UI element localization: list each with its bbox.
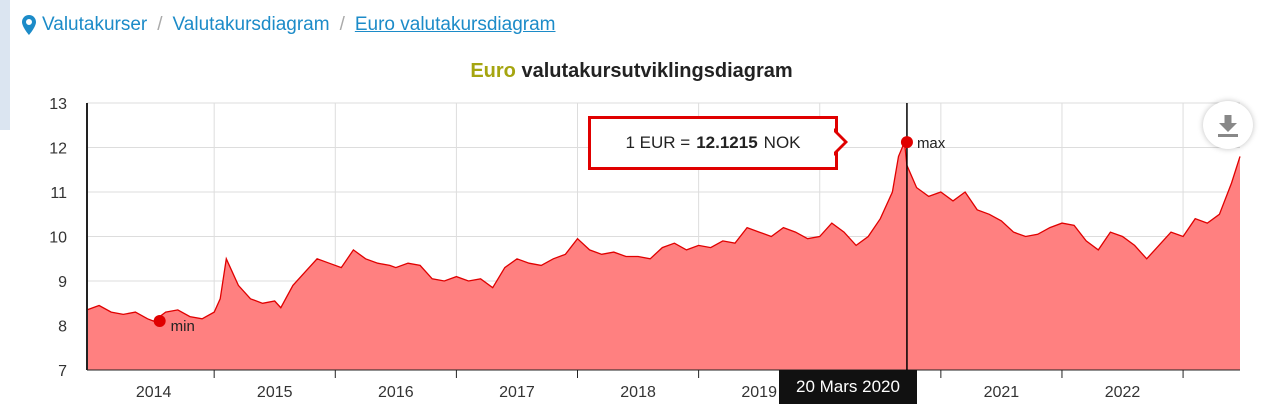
x-tick-label: 2022	[1105, 384, 1141, 401]
chart-title-text: valutakursutviklingsdiagram	[521, 60, 793, 82]
location-pin-icon	[22, 15, 36, 35]
x-tick-label: 2015	[257, 384, 293, 401]
tooltip-arrow-inner	[834, 132, 844, 152]
breadcrumb-separator: /	[157, 14, 163, 35]
x-tick-label: 2017	[499, 384, 535, 401]
series-line	[86, 141, 1241, 322]
max-marker	[900, 136, 913, 149]
y-tick-label: 8	[58, 319, 67, 336]
min-label: min	[171, 318, 195, 335]
x-tick-label: 2016	[378, 384, 414, 401]
y-tick-label: 13	[49, 96, 67, 113]
crosshair-date-label: 20 Mars 2020	[779, 370, 917, 404]
page-background-strip	[0, 0, 10, 130]
value-tooltip: 1 EUR = 12.1215 NOK	[588, 116, 838, 170]
download-button[interactable]	[1203, 101, 1253, 149]
y-tick-label: 10	[49, 230, 67, 247]
y-tick-label: 12	[49, 141, 67, 158]
breadcrumb-separator: /	[339, 14, 345, 35]
download-icon	[1218, 115, 1238, 137]
max-label: max	[917, 135, 946, 152]
breadcrumb: Valutakurser / Valutakursdiagram / Euro …	[22, 14, 556, 36]
breadcrumb-item-valutakurser[interactable]: Valutakurser	[42, 14, 148, 35]
tooltip-prefix: 1 EUR =	[625, 133, 691, 152]
x-tick-label: 2019	[741, 384, 777, 401]
y-tick-label: 11	[50, 185, 67, 202]
min-marker	[153, 315, 166, 328]
tooltip-value: 12.1215	[696, 133, 758, 152]
tooltip-suffix: NOK	[763, 133, 801, 152]
breadcrumb-item-euro-valutakursdiagram[interactable]: Euro valutakursdiagram	[354, 14, 556, 35]
x-tick-label: 2021	[984, 384, 1020, 401]
x-tick-label: 2018	[620, 384, 656, 401]
y-tick-label: 7	[58, 363, 67, 380]
breadcrumb-item-valutakursdiagram[interactable]: Valutakursdiagram	[172, 14, 330, 35]
x-tick-label: 2014	[136, 384, 172, 401]
y-tick-label: 9	[58, 274, 67, 291]
series-area	[87, 142, 1240, 370]
chart-title-currency: Euro	[470, 60, 516, 82]
chart-title: Euro valutakursutviklingsdiagram	[0, 60, 1263, 83]
